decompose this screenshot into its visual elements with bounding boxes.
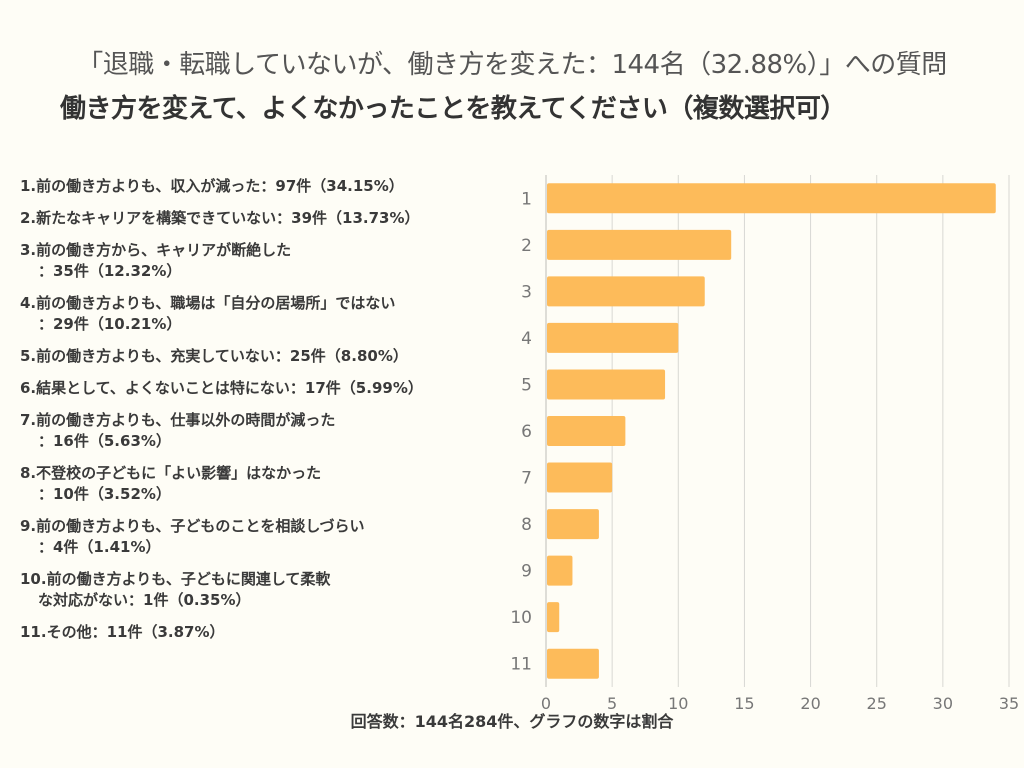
x-tick-label: 20 xyxy=(800,694,820,713)
y-tick-label: 10 xyxy=(510,608,532,628)
bar xyxy=(547,602,560,633)
bar xyxy=(547,416,626,446)
legend-item-text: 3.前の働き方から、キャリアが断絶した xyxy=(20,241,292,259)
y-tick-label: 3 xyxy=(521,282,532,302)
x-tick-label: 0 xyxy=(541,694,551,713)
legend-item: 9.前の働き方よりも、子どものことを相談しづらい ：4件（1.41%） xyxy=(20,516,520,558)
x-tick-label: 5 xyxy=(607,694,617,713)
legend-item-text-cont: ：29件（10.21%） xyxy=(38,315,182,333)
legend-item: 8.不登校の子どもに「よい影響」はなかった ：10件（3.52%） xyxy=(20,463,520,505)
legend-item-text: 10.前の働き方よりも、子どもに関連して柔軟 xyxy=(20,570,331,588)
legend-item-text: 6.結果として、よくないことは特にない：17件（5.99%） xyxy=(20,379,423,397)
legend-item: 10.前の働き方よりも、子どもに関連して柔軟な対応がない：1件（0.35%） xyxy=(20,569,520,611)
legend-item-text: 8.不登校の子どもに「よい影響」はなかった xyxy=(20,464,322,482)
x-tick-label: 35 xyxy=(999,694,1019,713)
legend-item-text: 7.前の働き方よりも、仕事以外の時間が減った xyxy=(20,411,336,429)
legend-item-text: 9.前の働き方よりも、子どものことを相談しづらい xyxy=(20,517,365,535)
bar xyxy=(547,276,705,307)
y-tick-label: 5 xyxy=(521,375,532,395)
legend-item-text-cont: ：16件（5.63%） xyxy=(38,432,171,450)
y-tick-label: 1 xyxy=(521,189,532,209)
bar xyxy=(547,648,599,679)
chart-title: 働き方を変えて、よくなかったことを教えてください（複数選択可） xyxy=(60,94,846,124)
bar xyxy=(547,229,732,260)
y-tick-label: 4 xyxy=(521,329,532,349)
bar xyxy=(547,462,613,493)
legend-item: 2.新たなキャリアを構築できていない：39件（13.73%） xyxy=(20,208,520,229)
y-tick-label: 6 xyxy=(521,422,532,442)
x-tick-label: 15 xyxy=(734,694,754,713)
legend-item: 6.結果として、よくないことは特にない：17件（5.99%） xyxy=(20,378,520,399)
legend-item-text-cont: な対応がない：1件（0.35%） xyxy=(38,591,251,609)
legend: 1.前の働き方よりも、収入が減った：97件（34.15%） 2.新たなキャリアを構… xyxy=(20,176,520,654)
bar xyxy=(547,369,666,400)
legend-item-text: 1.前の働き方よりも、収入が減った：97件（34.15%） xyxy=(20,177,404,195)
footnote: 回答数：144名284件、グラフの数字は割合 xyxy=(350,712,674,731)
chart-subtitle: 「退職・転職していないが、働き方を変えた：144名（32.88%）」への質問 xyxy=(77,50,947,80)
y-tick-label: 8 xyxy=(521,515,532,535)
legend-item-text: 4.前の働き方よりも、職場は「自分の居場所」ではない xyxy=(20,294,396,312)
y-tick-label: 7 xyxy=(521,469,532,489)
legend-item: 4.前の働き方よりも、職場は「自分の居場所」ではない ：29件（10.21%） xyxy=(20,293,520,335)
legend-item-text: 2.新たなキャリアを構築できていない：39件（13.73%） xyxy=(20,209,420,227)
legend-item-text: 11.その他：11件（3.87%） xyxy=(20,623,225,641)
bar xyxy=(547,509,599,540)
legend-item-text-cont: ：4件（1.41%） xyxy=(38,538,161,556)
x-tick-label: 10 xyxy=(668,694,688,713)
legend-item: 3.前の働き方から、キャリアが断絶した ：35件（12.32%） xyxy=(20,240,520,282)
y-tick-label: 9 xyxy=(521,562,532,582)
legend-item: 7.前の働き方よりも、仕事以外の時間が減った ：16件（5.63%） xyxy=(20,410,520,452)
y-tick-label: 11 xyxy=(510,655,532,675)
bar xyxy=(547,183,996,214)
x-tick-label: 25 xyxy=(867,694,887,713)
legend-item: 1.前の働き方よりも、収入が減った：97件（34.15%） xyxy=(20,176,520,197)
legend-item-text-cont: ：10件（3.52%） xyxy=(38,485,171,503)
legend-item: 11.その他：11件（3.87%） xyxy=(20,622,520,643)
y-tick-label: 2 xyxy=(521,236,532,256)
legend-item-text-cont: ：35件（12.32%） xyxy=(38,262,182,280)
bar xyxy=(547,555,573,586)
legend-item: 5.前の働き方よりも、充実していない：25件（8.80%） xyxy=(20,346,520,367)
bar xyxy=(547,322,679,353)
legend-item-text: 5.前の働き方よりも、充実していない：25件（8.80%） xyxy=(20,347,408,365)
x-tick-label: 30 xyxy=(933,694,953,713)
